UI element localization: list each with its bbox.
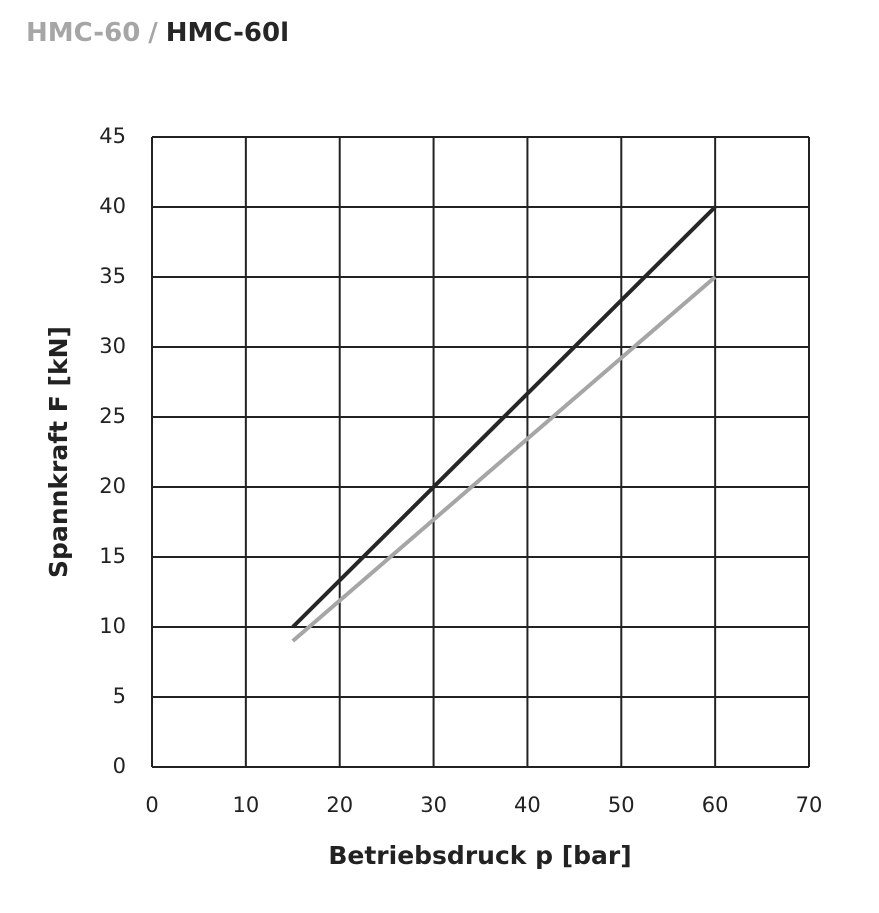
x-tick-label: 70 (796, 793, 823, 817)
x-tick-label: 10 (232, 793, 259, 817)
y-tick-label: 45 (99, 124, 126, 148)
y-tick-label: 5 (113, 684, 126, 708)
series-line (291, 275, 717, 643)
x-tick-label: 40 (514, 793, 541, 817)
x-tick-label: 50 (608, 793, 635, 817)
x-axis-title: Betriebsdruck p [bar] (328, 841, 631, 870)
y-tick-label: 35 (99, 264, 126, 288)
y-axis-title: Spannkraft F [kN] (44, 326, 73, 578)
series-line (291, 205, 717, 629)
x-tick-label: 0 (145, 793, 158, 817)
x-tick-label: 30 (420, 793, 447, 817)
y-tick-label: 15 (99, 544, 126, 568)
y-tick-label: 10 (99, 614, 126, 638)
y-tick-label: 30 (99, 334, 126, 358)
legend-entry: HMC-60l (166, 18, 289, 48)
legend-separator: / (148, 18, 158, 48)
y-tick-label: 40 (99, 194, 126, 218)
y-tick-label: 20 (99, 474, 126, 498)
x-tick-label: 60 (702, 793, 729, 817)
legend: HMC-60 / HMC-60l (26, 18, 289, 48)
legend-entry: HMC-60 (26, 18, 140, 48)
y-tick-label: 25 (99, 404, 126, 428)
y-tick-label: 0 (113, 754, 126, 778)
x-tick-label: 20 (326, 793, 353, 817)
